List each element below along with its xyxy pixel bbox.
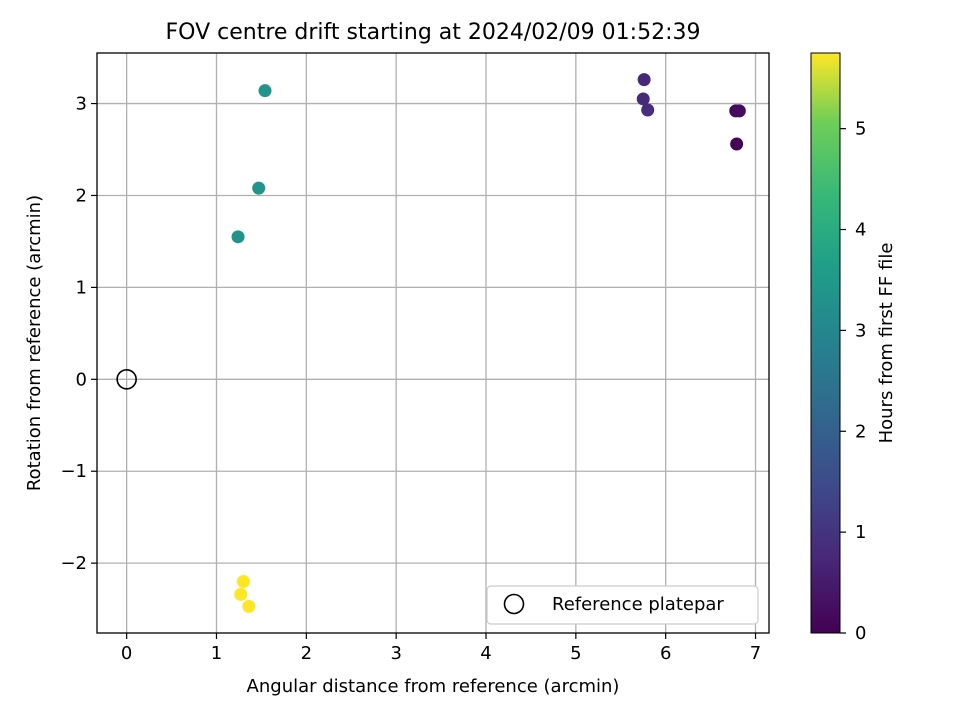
data-points: [231, 73, 746, 613]
x-tick-label: 7: [750, 643, 761, 664]
colorbar-tick-label: 0: [855, 623, 866, 644]
x-tick-label: 4: [480, 643, 491, 664]
legend-box: [486, 585, 759, 625]
colorbar-label: Hours from first FF file: [876, 243, 897, 444]
colorbar-gradient: [810, 52, 841, 634]
colorbar-tick-label: 4: [855, 220, 866, 241]
colorbar-tick-label: 3: [855, 320, 866, 341]
reference-point: [116, 369, 137, 390]
legend-reference-marker: [503, 593, 525, 615]
data-point: [234, 587, 248, 601]
data-point: [637, 73, 651, 87]
x-tick-label: 5: [570, 643, 581, 664]
colorbar: 0 1 2 3 4 5 Hours from first FF file: [810, 52, 897, 644]
grid-lines: [97, 53, 769, 633]
data-point: [242, 599, 256, 613]
x-tick-label: 6: [660, 643, 671, 664]
data-point: [231, 230, 245, 244]
y-tick-label: −2: [60, 553, 87, 574]
data-point: [730, 137, 744, 151]
x-tick-label: 1: [211, 643, 222, 664]
colorbar-tick-label: 5: [855, 119, 866, 140]
x-tick-label: 0: [121, 643, 132, 664]
legend: Reference platepar: [486, 585, 759, 625]
data-point: [636, 92, 650, 106]
y-axis-label: Rotation from reference (arcmin): [24, 195, 45, 491]
x-axis-ticks: 0 1 2 3 4 5 6 7: [121, 633, 761, 664]
x-axis-label: Angular distance from reference (arcmin): [247, 676, 620, 697]
y-tick-label: 0: [76, 369, 87, 390]
x-tick-label: 2: [301, 643, 312, 664]
x-tick-label: 3: [390, 643, 401, 664]
data-point: [236, 575, 250, 589]
colorbar-tick-label: 1: [855, 522, 866, 543]
y-tick-label: 3: [76, 94, 87, 115]
y-axis-ticks: −2 −1 0 1 2 3: [60, 94, 97, 574]
y-tick-label: −1: [60, 461, 87, 482]
data-point: [641, 103, 655, 117]
data-point: [258, 84, 272, 98]
legend-label: Reference platepar: [552, 594, 724, 615]
colorbar-ticks: 0 1 2 3 4 5: [840, 119, 866, 644]
y-tick-label: 2: [76, 185, 87, 206]
data-point: [732, 104, 746, 118]
data-point: [252, 181, 266, 195]
plot-frame: [96, 52, 770, 634]
chart-title: FOV centre drift starting at 2024/02/09 …: [166, 20, 701, 45]
y-tick-label: 1: [76, 277, 87, 298]
colorbar-tick-label: 2: [855, 421, 866, 442]
